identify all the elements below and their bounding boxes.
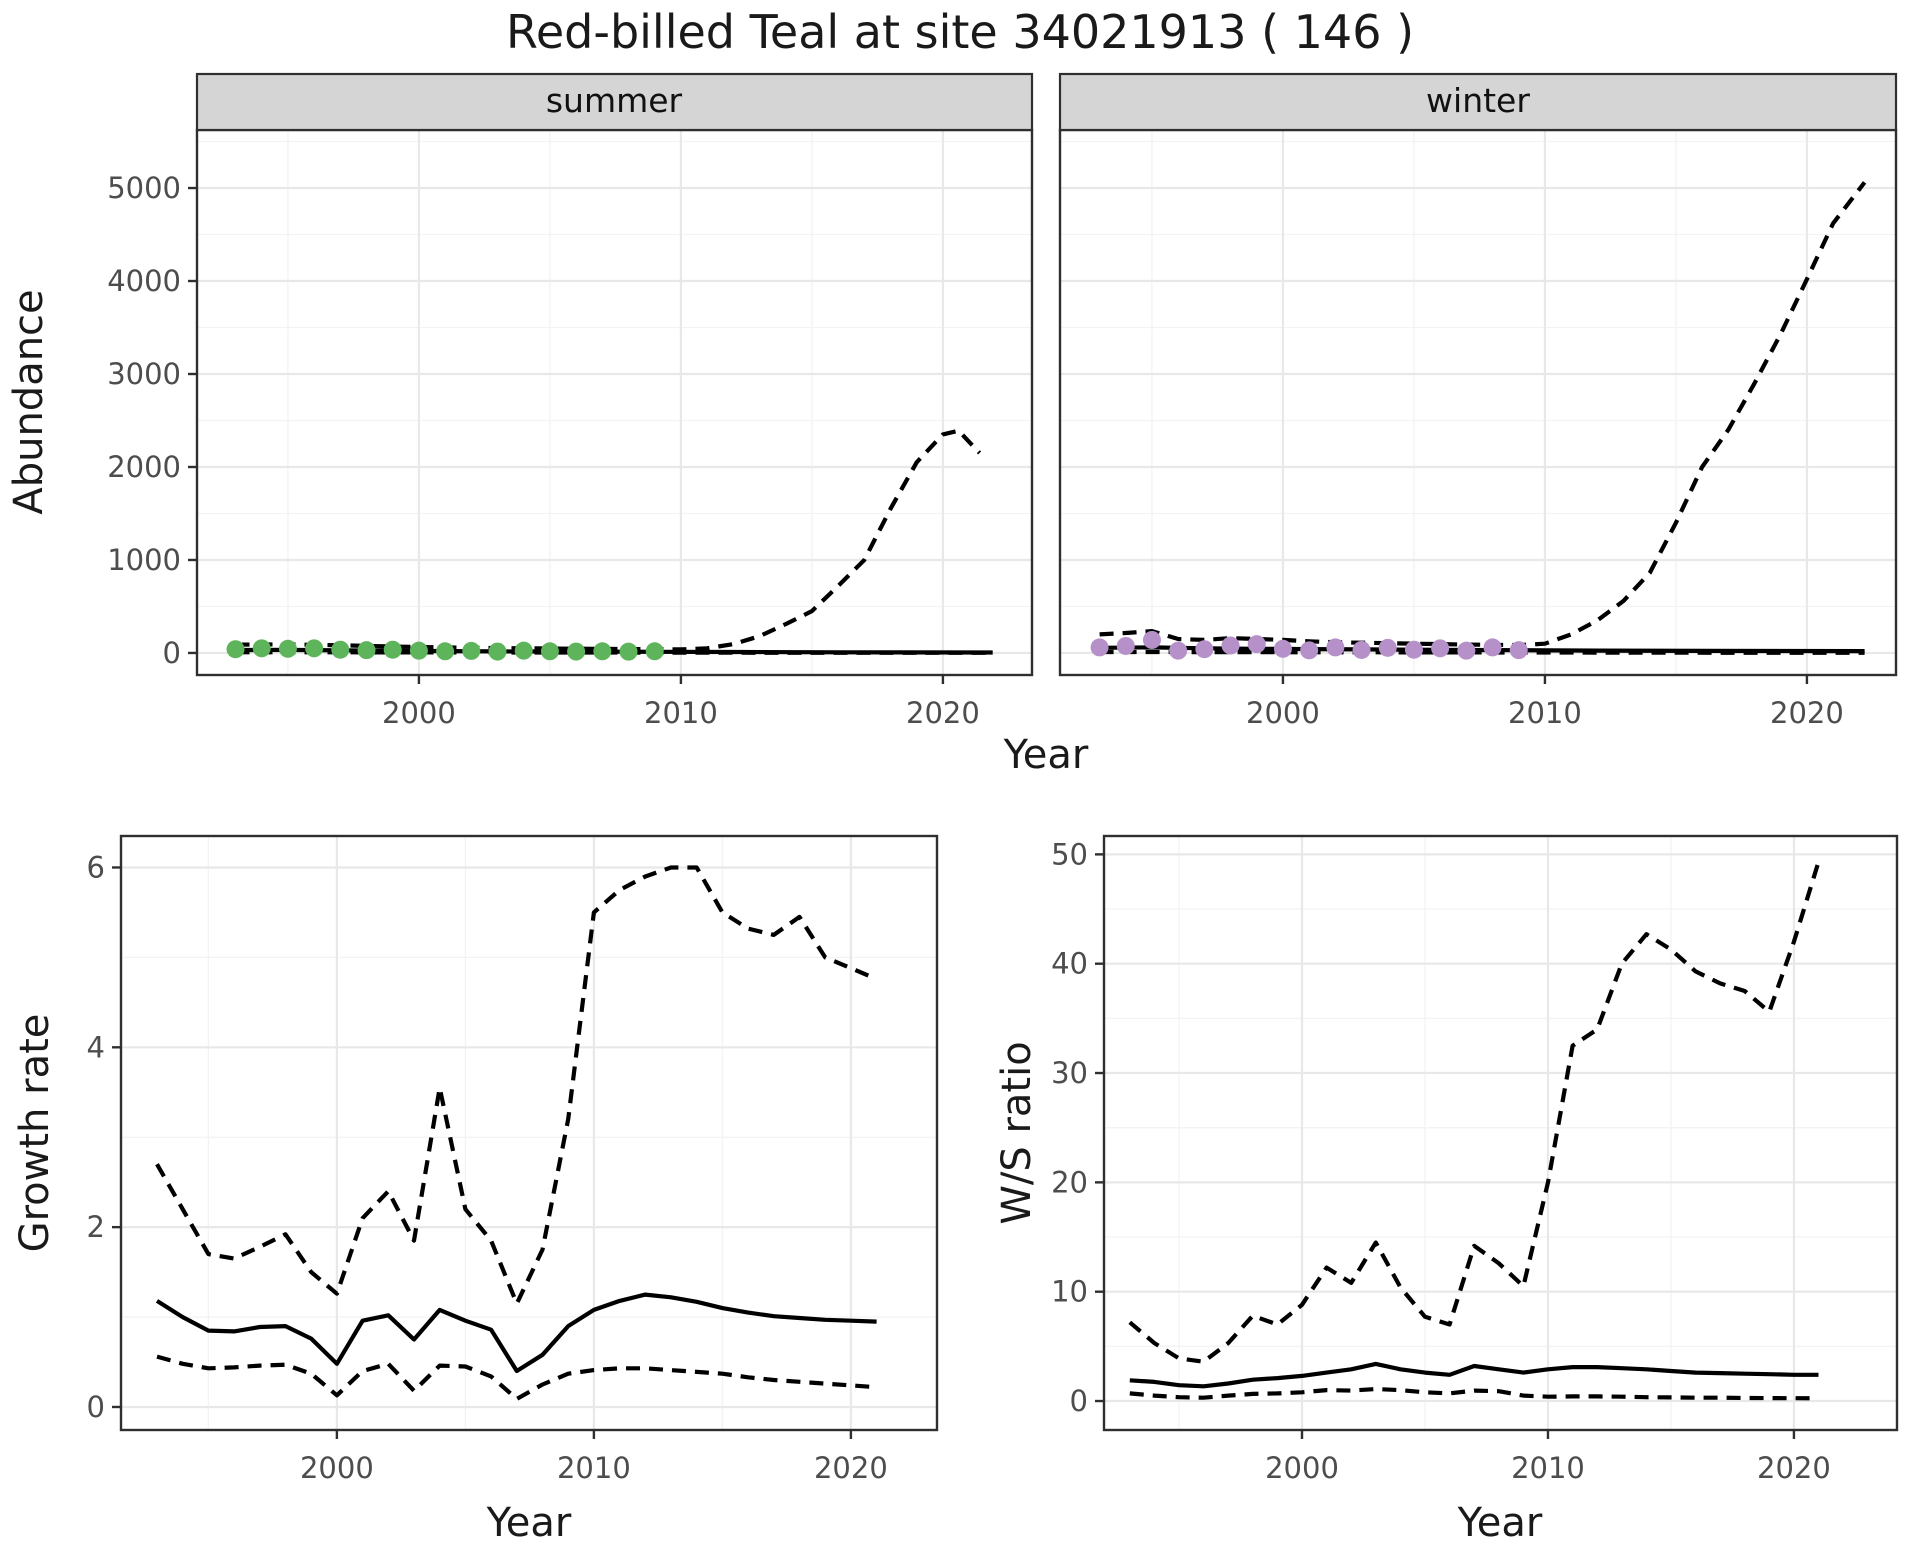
- abundance_summer-observed-point: [488, 642, 507, 661]
- growth-rate-axis-title: Growth rate: [12, 1014, 58, 1253]
- ws_ratio-panel: 2000 2010 2020 0 10 20 30 40 50: [1051, 834, 1899, 1485]
- growth_rate-panel-bg: [121, 836, 937, 1430]
- abundance_summer-observed-point: [357, 641, 376, 660]
- abundance_winter-panel: 2000 2010 2020: [1058, 128, 1898, 730]
- abundance_winter-observed-point: [1352, 640, 1371, 659]
- ws-year-axis-title: Year: [1457, 1500, 1543, 1546]
- y-tick-label: 4: [87, 1030, 105, 1064]
- abundance_summer-observed-point: [383, 640, 402, 659]
- growth_rate-model_median-line: [155, 1292, 877, 1374]
- x-tick-label: 2010: [1508, 696, 1582, 730]
- abundance_winter-observed-point: [1457, 641, 1476, 660]
- abundance_summer-data-layer: [226, 428, 993, 661]
- x-tick-label: 2020: [1770, 696, 1844, 730]
- abundance_winter-observed-point: [1090, 638, 1109, 657]
- x-tick-label: 2020: [906, 696, 980, 730]
- facet-strip-winter-label: winter: [1426, 81, 1530, 120]
- y-tick-label: 0: [87, 1390, 105, 1424]
- abundance_summer-observed-point: [645, 642, 664, 661]
- abundance_summer-panel: 2000 2010 2020 0 1000 2000 3000 4000 5000: [107, 128, 1034, 730]
- facet-strip-summer: [195, 72, 1034, 132]
- y-tick-label: 0: [163, 636, 181, 670]
- abundance_winter-data-layer: [1090, 181, 1867, 660]
- x-tick-label: 2010: [557, 1451, 631, 1485]
- growth_rate-upper_ci-line: [155, 865, 878, 1306]
- x-tick-label: 2010: [1511, 1451, 1585, 1485]
- ws_ratio-panel-border: [1102, 834, 1899, 1432]
- abundance_summer-observed-point: [540, 642, 559, 661]
- x-tick-label: 2000: [300, 1451, 374, 1485]
- abundance_summer-observed-point: [567, 642, 586, 661]
- abundance_winter-observed-point: [1326, 638, 1345, 657]
- abundance_summer-observed-point: [593, 642, 612, 661]
- x-tick-label: 2000: [382, 696, 456, 730]
- x-tick-label: 2020: [814, 1451, 888, 1485]
- x-tick-label: 2020: [1757, 1451, 1831, 1485]
- abundance_winter-observed-point: [1300, 641, 1319, 660]
- y-tick-label: 2: [87, 1210, 105, 1244]
- abundance_winter-observed-point: [1169, 641, 1188, 660]
- abundance_summer-observed-point: [226, 640, 245, 659]
- plot-title: Red-billed Teal at site 34021913 ( 146 ): [506, 5, 1414, 59]
- abundance_winter-observed-point: [1404, 640, 1423, 659]
- abundance_summer-upper_ci-line: [235, 428, 982, 652]
- abundance_winter-observed-point: [1378, 638, 1397, 657]
- y-tick-label: 1000: [107, 543, 181, 577]
- y-tick-label: 5000: [107, 171, 181, 205]
- top-year-axis-title: Year: [1003, 732, 1089, 778]
- y-tick-label: 40: [1051, 947, 1088, 981]
- abundance_summer-observed-point: [331, 640, 350, 659]
- growth_rate-panel-border: [119, 834, 939, 1432]
- facet-strip-winter: [1058, 72, 1898, 132]
- abundance_summer-observed-point: [619, 642, 638, 661]
- x-tick-label: 2000: [1246, 696, 1320, 730]
- facet-strip-summer-label: summer: [546, 81, 683, 120]
- x-tick-label: 2000: [1265, 1451, 1339, 1485]
- abundance_summer-observed-point: [278, 639, 297, 658]
- y-tick-label: 2000: [107, 450, 181, 484]
- abundance_winter-observed-point: [1142, 630, 1161, 649]
- ws_ratio-panel-bg: [1104, 836, 1897, 1430]
- ws-ratio-axis-title: W/S ratio: [994, 1041, 1040, 1224]
- ws_ratio-lower_ci-line: [1129, 1386, 1819, 1401]
- abundance_summer-panel-bg: [197, 130, 1032, 675]
- abundance_summer-observed-point: [252, 639, 271, 658]
- abundance_winter-observed-point: [1431, 639, 1450, 658]
- y-tick-label: 0: [1070, 1384, 1088, 1418]
- abundance_summer-observed-point: [462, 641, 481, 660]
- y-tick-label: 4000: [107, 264, 181, 298]
- abundance_winter-observed-point: [1195, 640, 1214, 659]
- y-tick-label: 6: [87, 850, 105, 884]
- abundance_winter-observed-point: [1116, 636, 1135, 655]
- ws_ratio-upper_ci-line: [1128, 861, 1821, 1364]
- growth_rate-panel: 2000 2010 2020 0 2 4 6: [87, 834, 939, 1485]
- abundance_winter-observed-point: [1247, 635, 1266, 654]
- abundance_winter-observed-point: [1483, 638, 1502, 657]
- abundance_winter-observed-point: [1273, 639, 1292, 658]
- ws_ratio-model_median-line: [1129, 1361, 1819, 1389]
- abundance_summer-observed-point: [436, 642, 455, 661]
- abundance_summer-observed-point: [514, 641, 533, 660]
- abundance_winter-observed-point: [1509, 641, 1528, 660]
- y-tick-label: 50: [1051, 837, 1088, 871]
- y-tick-label: 10: [1051, 1275, 1088, 1309]
- x-tick-label: 2010: [644, 696, 718, 730]
- growth-year-axis-title: Year: [486, 1500, 572, 1546]
- abundance_winter-panel-bg: [1060, 130, 1896, 675]
- y-tick-label: 20: [1051, 1165, 1088, 1199]
- abundance_summer-observed-point: [305, 639, 324, 658]
- ws_ratio-data-layer: [1128, 861, 1821, 1401]
- y-tick-label: 3000: [107, 357, 181, 391]
- growth_rate-data-layer: [155, 865, 878, 1401]
- abundance_summer-observed-point: [409, 641, 428, 660]
- abundance_winter-observed-point: [1221, 636, 1240, 655]
- abundance-axis-title: Abundance: [6, 289, 52, 514]
- y-tick-label: 30: [1051, 1056, 1088, 1090]
- growth_rate-lower_ci-line: [156, 1354, 877, 1401]
